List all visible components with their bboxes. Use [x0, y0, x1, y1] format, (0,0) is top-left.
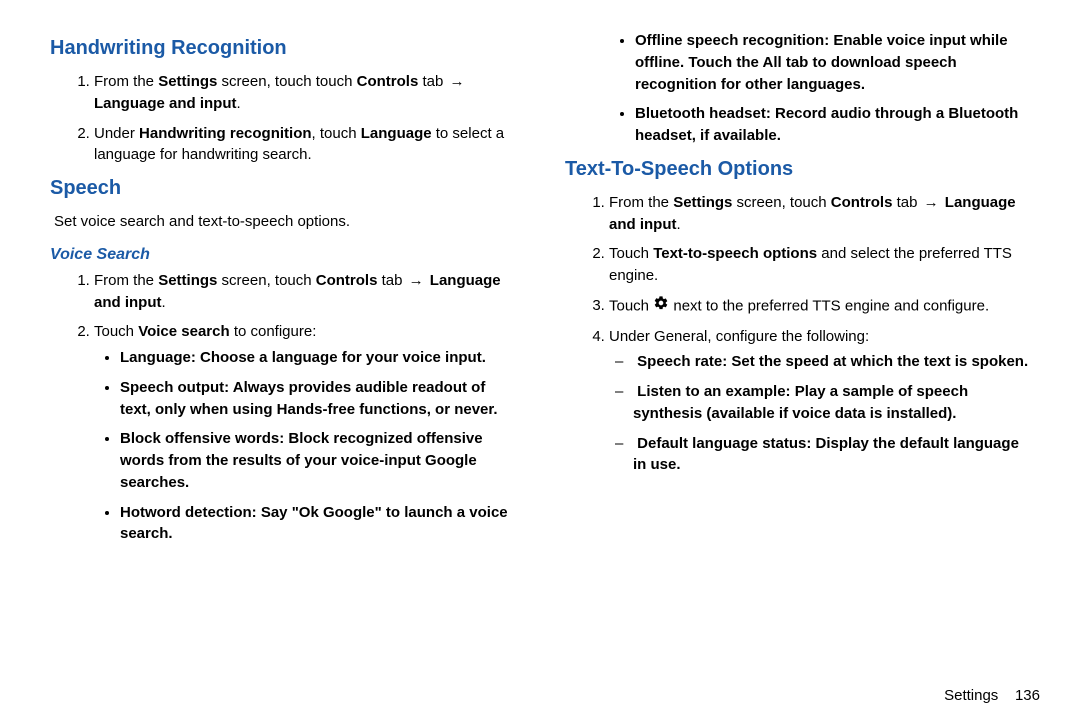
text: screen, touch [217, 272, 315, 289]
right-column: Offline speech recognition: Enable voice… [545, 30, 1040, 700]
text: . [237, 95, 241, 112]
label-controls: Controls [831, 194, 893, 211]
text: Touch [94, 323, 138, 340]
label-tts-options: Text-to-speech options [653, 245, 817, 262]
text: From the [94, 272, 158, 289]
text: to configure: [230, 323, 317, 340]
label-settings: Settings [158, 272, 217, 289]
label-voice-search: Voice search [138, 323, 229, 340]
opt-label: Listen to an example [637, 383, 785, 400]
footer-page-number: 136 [1015, 687, 1040, 704]
tts-step-3: Touch next to the preferred TTS engine a… [609, 295, 1030, 318]
footer-label: Settings [944, 687, 998, 704]
label-settings: Settings [673, 194, 732, 211]
opt-label: Speech rate [637, 353, 722, 370]
opt-label: Bluetooth headset [635, 105, 766, 122]
page-container: Handwriting Recognition From the Setting… [0, 0, 1080, 720]
subheading-voice-search: Voice Search [50, 243, 515, 266]
vs-step-2: Touch Voice search to configure: Languag… [94, 321, 515, 545]
text: tab [377, 272, 406, 289]
voice-search-steps: From the Settings screen, touch Controls… [50, 270, 515, 545]
tts-step-2: Touch Text-to-speech options and select … [609, 243, 1030, 287]
text: From the [94, 73, 158, 90]
hw-step-1: From the Settings screen, touch touch Co… [94, 71, 515, 115]
label-controls: Controls [316, 272, 378, 289]
label-settings: Settings [158, 73, 217, 90]
opt-label: Language [120, 349, 191, 366]
tts-sb-listen-example: Listen to an example: Play a sample of s… [633, 381, 1030, 425]
speech-intro: Set voice search and text-to-speech opti… [50, 211, 515, 233]
text: next to the preferred TTS engine and con… [669, 297, 989, 314]
label-lang-input: Language and input [94, 95, 237, 112]
text: . [677, 216, 681, 233]
tts-steps: From the Settings screen, touch Controls… [565, 192, 1030, 476]
opt-label: Speech output [120, 379, 224, 396]
voice-search-bullets: Language: Choose a language for your voi… [94, 347, 515, 545]
opt-desc: : Set the speed at which the text is spo… [722, 353, 1028, 370]
tts-step-1: From the Settings screen, touch Controls… [609, 192, 1030, 236]
tts-step-4: Under General, configure the following: … [609, 326, 1030, 477]
vs-bullet-bluetooth: Bluetooth headset: Record audio through … [635, 103, 1030, 147]
arrow-icon: → [924, 192, 939, 214]
text: screen, touch [732, 194, 830, 211]
opt-label: Default language status [637, 435, 806, 452]
text: Touch [609, 245, 653, 262]
label-controls: Controls [357, 73, 419, 90]
text: . [162, 294, 166, 311]
vs-bullet-language: Language: Choose a language for your voi… [120, 347, 515, 369]
gear-icon [653, 295, 669, 318]
text: From the [609, 194, 673, 211]
vs-step-1: From the Settings screen, touch Controls… [94, 270, 515, 314]
hw-step-2: Under Handwriting recognition, touch Lan… [94, 123, 515, 167]
text: Under General, configure the following: [609, 328, 869, 345]
text: tab [418, 73, 447, 90]
handwriting-steps: From the Settings screen, touch touch Co… [50, 71, 515, 166]
text: tab [892, 194, 921, 211]
label-language: Language [361, 125, 432, 142]
vs-bullet-block-offensive: Block offensive words: Block recognized … [120, 428, 515, 493]
left-column: Handwriting Recognition From the Setting… [50, 30, 545, 700]
opt-label: Block offensive words [120, 430, 279, 447]
voice-search-bullets-cont: Offline speech recognition: Enable voice… [565, 30, 1030, 147]
text: Under [94, 125, 139, 142]
heading-handwriting: Handwriting Recognition [50, 34, 515, 63]
tts-sub-bullets: Speech rate: Set the speed at which the … [609, 351, 1030, 476]
tts-sb-default-lang: Default language status: Display the def… [633, 433, 1030, 477]
vs-bullet-hotword: Hotword detection: Say "Ok Google" to la… [120, 502, 515, 546]
vs-bullet-speech-output: Speech output: Always provides audible r… [120, 377, 515, 421]
opt-label: Offline speech recognition [635, 32, 824, 49]
tts-sb-speech-rate: Speech rate: Set the speed at which the … [633, 351, 1030, 373]
heading-speech: Speech [50, 174, 515, 203]
heading-tts: Text-To-Speech Options [565, 155, 1030, 184]
page-footer: Settings 136 [944, 687, 1040, 704]
text: screen, touch touch [217, 73, 356, 90]
vs-bullet-offline: Offline speech recognition: Enable voice… [635, 30, 1030, 95]
opt-label: Hotword detection [120, 504, 252, 521]
label-handwriting-rec: Handwriting recognition [139, 125, 312, 142]
opt-desc: : Choose a language for your voice input… [191, 349, 486, 366]
text: Touch [609, 297, 653, 314]
text: , touch [312, 125, 361, 142]
arrow-icon: → [409, 270, 424, 292]
arrow-icon: → [449, 71, 464, 93]
